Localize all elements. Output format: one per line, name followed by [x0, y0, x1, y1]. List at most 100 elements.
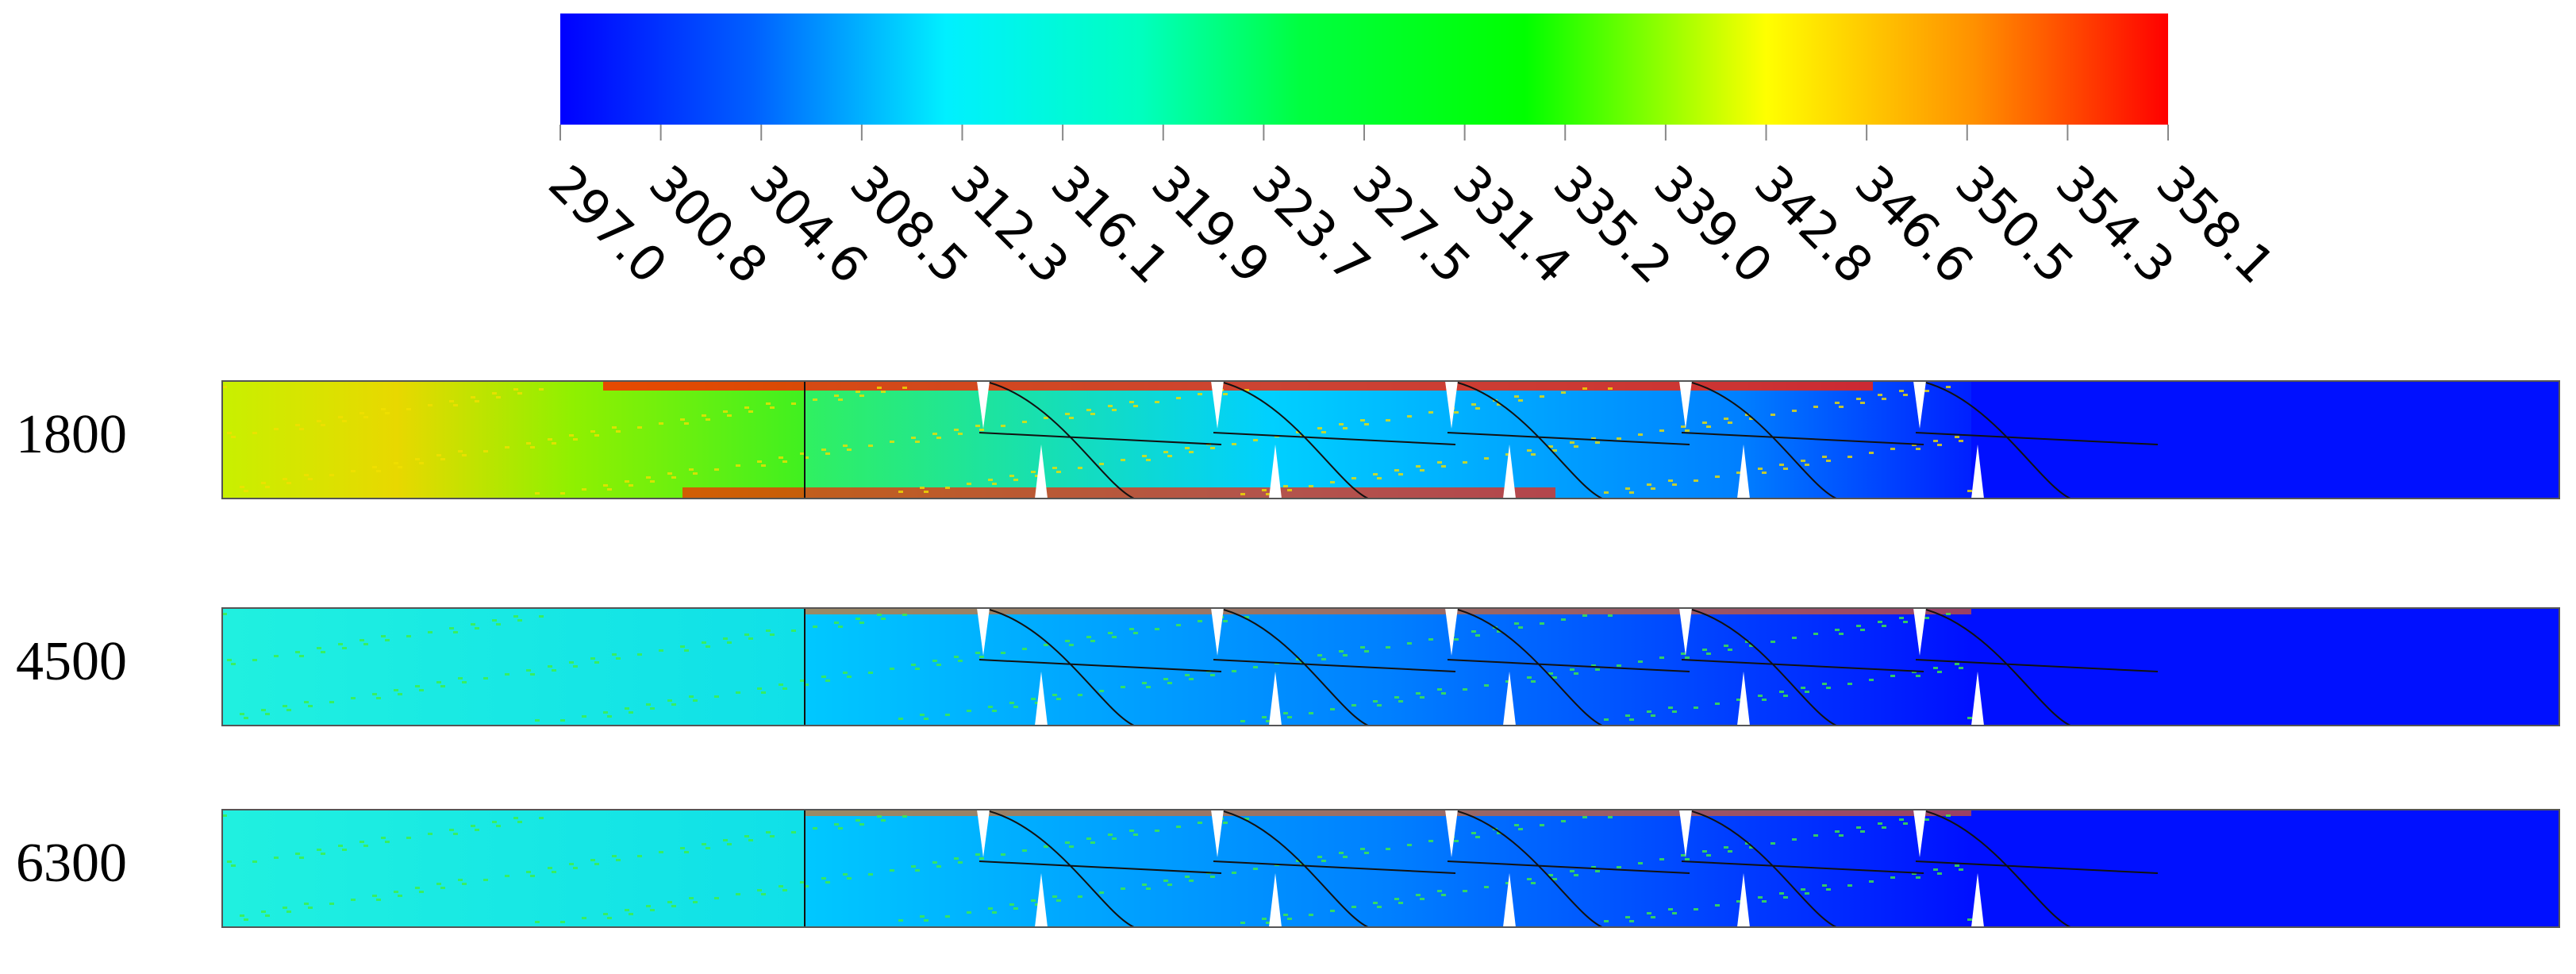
speckle — [1360, 419, 1365, 422]
speckle — [231, 663, 236, 665]
speckle — [299, 428, 304, 430]
speckle — [475, 829, 479, 831]
speckle — [573, 438, 578, 441]
speckle — [1531, 453, 1536, 456]
speckle — [877, 614, 882, 616]
speckle — [782, 687, 787, 690]
speckle — [1386, 848, 1390, 850]
fin-bottom — [1971, 672, 1984, 726]
speckle — [1531, 680, 1536, 683]
speckle — [449, 829, 454, 831]
speckle — [1078, 694, 1082, 696]
speckle — [706, 418, 710, 421]
speckle — [286, 709, 291, 711]
fin-bottom — [1971, 873, 1984, 927]
speckle — [779, 456, 783, 459]
speckle — [727, 843, 732, 845]
speckle — [1728, 649, 1732, 651]
speckle — [1484, 457, 1489, 460]
speckle — [1715, 475, 1720, 478]
speckle — [1210, 674, 1215, 676]
speckle — [1343, 856, 1348, 858]
speckle — [406, 635, 411, 637]
speckle — [1847, 884, 1852, 887]
speckle — [1052, 895, 1057, 898]
speckle — [650, 909, 655, 911]
speckle — [338, 416, 343, 418]
speckle — [1514, 395, 1519, 398]
speckle — [1805, 892, 1809, 895]
speckle — [381, 408, 386, 410]
speckle — [761, 691, 766, 694]
tick-label: 358.1 — [2145, 154, 2286, 295]
speckle — [834, 622, 839, 624]
baffle-curve — [1685, 607, 1837, 726]
speckle — [911, 664, 916, 666]
speckle — [659, 851, 663, 853]
speckle — [1540, 622, 1544, 625]
speckle — [1728, 422, 1732, 424]
speckle — [954, 857, 959, 860]
speckle — [1813, 406, 1818, 408]
speckle — [607, 917, 612, 919]
speckle — [1497, 630, 1501, 633]
speckle — [1497, 403, 1501, 406]
speckle — [1518, 399, 1523, 402]
baffle-region — [805, 381, 1971, 499]
speckle — [1377, 704, 1382, 706]
speckle — [274, 857, 279, 859]
speckle — [813, 827, 817, 830]
speckle — [936, 437, 941, 439]
speckle — [603, 913, 608, 915]
warm-wall — [805, 608, 1971, 614]
baffle-curve — [1919, 607, 2071, 726]
speckle — [800, 452, 805, 455]
speckle — [958, 433, 963, 435]
speckle — [1591, 866, 1596, 868]
speckle — [838, 827, 843, 830]
speckle — [1484, 684, 1489, 687]
speckle — [1167, 682, 1172, 684]
speckle — [791, 402, 796, 405]
speckle — [1638, 862, 1643, 864]
speckle — [1856, 398, 1861, 400]
speckle — [1856, 625, 1861, 627]
baffle-region — [805, 608, 1971, 726]
speckle — [1736, 699, 1741, 701]
speckle — [727, 641, 732, 644]
speckle — [825, 452, 830, 455]
speckle — [363, 643, 368, 645]
speckle — [1471, 403, 1476, 406]
speckle — [680, 645, 685, 648]
speckle — [552, 442, 556, 445]
speckle — [1805, 691, 1809, 693]
speckle — [1253, 666, 1258, 668]
speckle — [227, 860, 232, 863]
speckle — [573, 665, 578, 668]
speckle — [1035, 475, 1040, 477]
speckle — [1223, 393, 1228, 395]
speckle — [1133, 632, 1138, 634]
speckle — [1514, 622, 1519, 625]
speckle — [569, 863, 574, 865]
speckle — [317, 849, 321, 851]
speckle — [530, 875, 535, 877]
speckle — [1890, 876, 1895, 879]
speckle — [898, 491, 903, 493]
speckle — [911, 865, 916, 868]
speckle — [1155, 830, 1159, 832]
speckle — [1283, 485, 1288, 487]
speckle — [1514, 824, 1519, 826]
speckle — [240, 713, 244, 715]
speckle — [513, 615, 518, 618]
speckle — [1561, 820, 1566, 822]
fin-bottom — [1035, 873, 1048, 927]
speckle — [517, 821, 522, 823]
speckle — [1647, 912, 1651, 914]
speckle — [308, 907, 313, 909]
speckle — [283, 478, 287, 480]
speckle — [1826, 460, 1831, 462]
speckle — [791, 629, 796, 632]
speckle — [616, 859, 621, 861]
speckle — [1771, 842, 1775, 845]
